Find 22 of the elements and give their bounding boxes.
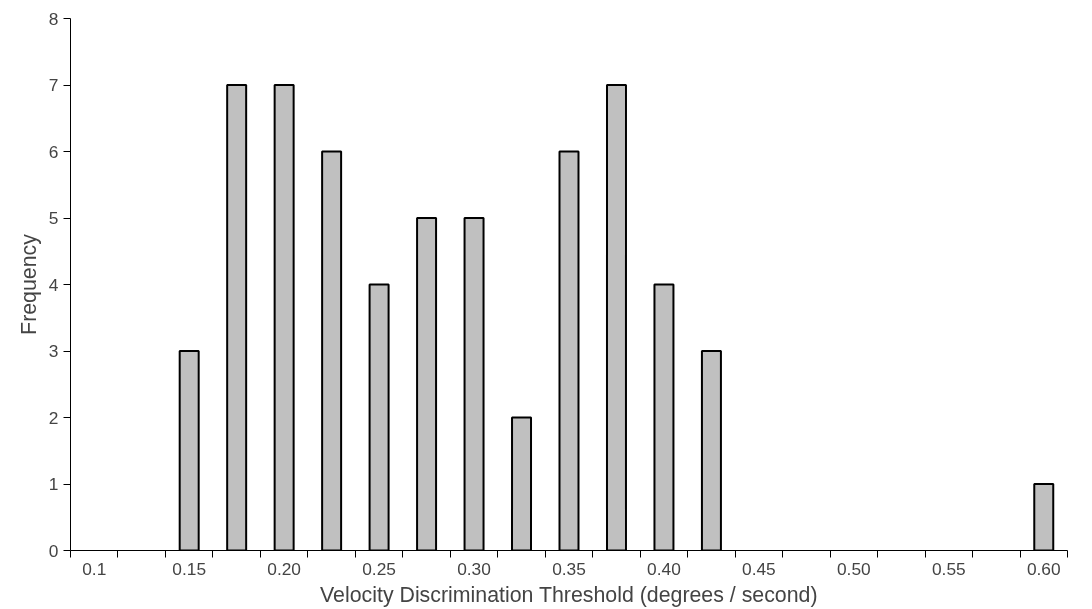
y-tick-label: 8 — [48, 8, 59, 29]
x-tick-label: 0.45 — [742, 558, 776, 579]
y-axis-title: Frequency — [16, 233, 41, 335]
x-tick-label: 0.15 — [172, 558, 207, 579]
x-tick-label: 0.35 — [552, 558, 586, 579]
x-axis-title: Velocity Discrimination Threshold (degrees / second) — [320, 582, 818, 607]
y-tick-label: 2 — [48, 407, 59, 428]
x-tick-label: 0.60 — [1026, 558, 1061, 579]
y-tick-label: 0 — [48, 540, 59, 561]
y-tick-label: 3 — [48, 341, 59, 361]
x-tick-label: 0.40 — [647, 558, 681, 579]
x-tick-label: 0.25 — [362, 558, 396, 579]
x-tick-label: 0.50 — [836, 558, 871, 579]
x-tick-label: 0.30 — [457, 558, 491, 579]
y-tick-label: 5 — [48, 208, 59, 228]
x-tick-label: 0.55 — [931, 558, 966, 579]
x-tick-label: 0.1 — [82, 558, 107, 579]
y-tick-label: 7 — [48, 75, 59, 95]
y-tick-label: 6 — [48, 141, 59, 162]
y-tick-label: 4 — [48, 274, 59, 295]
y-tick-label: 1 — [48, 474, 59, 494]
x-tick-label: 0.20 — [267, 558, 302, 579]
